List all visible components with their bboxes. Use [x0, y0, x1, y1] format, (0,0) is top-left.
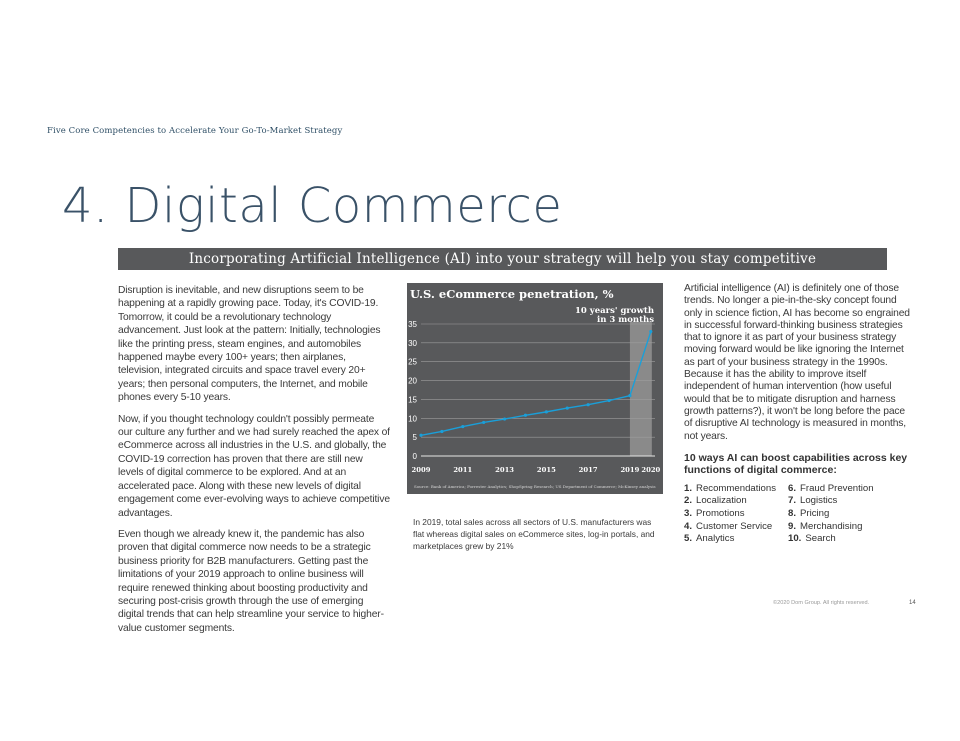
highlight-band — [629, 322, 652, 456]
item-number: 7. — [788, 495, 797, 507]
data-point — [649, 329, 653, 334]
item-label: Promotions — [696, 508, 745, 520]
item-label: Logistics — [800, 495, 838, 507]
copyright: ©2020 Dom Group. All rights reserved. — [773, 600, 870, 606]
list-item: 7. Logistics — [788, 495, 903, 508]
chart-annotation: 10 years' growth — [575, 306, 654, 316]
right-column: Artificial intelligence (AI) is definite… — [684, 283, 914, 546]
item-number: 6. — [788, 482, 797, 494]
chart-source: Source: Bank of America; Forrester Analy… — [414, 484, 656, 489]
x-tick-label: 2017 — [579, 466, 598, 474]
list-item: 2. Localization — [684, 495, 788, 508]
item-label: Customer Service — [696, 520, 773, 532]
y-tick-label: 20 — [408, 377, 417, 386]
data-point — [565, 406, 569, 410]
data-point — [544, 410, 548, 414]
x-tick-label: 2011 — [453, 466, 472, 474]
data-point — [440, 429, 444, 434]
y-tick-label: 0 — [413, 452, 418, 461]
data-point — [628, 394, 632, 398]
item-label: Analytics — [696, 533, 735, 545]
list-item: 5. Analytics — [684, 533, 788, 546]
item-number: 8. — [788, 508, 797, 520]
page-number: 14 — [909, 600, 916, 606]
y-tick-label: 35 — [408, 320, 417, 329]
item-number: 10. — [788, 533, 802, 545]
list-item: 1. Recommendations — [684, 483, 788, 496]
data-point — [461, 424, 465, 429]
paragraph: Artificial intelligence (AI) is definite… — [684, 283, 910, 442]
item-label: Localization — [696, 495, 747, 507]
data-point — [502, 417, 507, 421]
list-item: 8. Pricing — [788, 508, 903, 521]
y-tick-label: 15 — [408, 395, 417, 404]
item-number: 3. — [684, 508, 693, 520]
paragraph: Even though we already knew it, the pand… — [118, 528, 384, 634]
y-tick-label: 30 — [408, 339, 417, 348]
x-tick-label: 2019 — [620, 466, 639, 474]
data-point — [419, 433, 423, 437]
ecommerce-chart: 0 5 10 15 20 25 30 35 2009 2011 2013 2015 2017 2019 2… — [407, 283, 663, 494]
list-item: 3. Promotions — [684, 508, 788, 521]
item-number: 4. — [684, 520, 693, 532]
item-label: Fraud Prevention — [800, 482, 874, 494]
list-item: 6. Fraud Prevention — [788, 483, 903, 496]
chart-plot: 0 5 10 15 20 25 30 35 2009 2011 2013 2015 2017 2019 2… — [408, 306, 660, 474]
y-tick-label: 10 — [408, 414, 417, 423]
item-number: 9. — [788, 520, 797, 532]
list-item: 10. Search — [788, 533, 903, 546]
item-label: Recommendations — [696, 482, 777, 494]
section-banner: Incorporating Artificial Intelligence (A… — [118, 248, 887, 270]
x-tick-label: 2009 — [412, 466, 431, 474]
y-tick-label: 5 — [413, 433, 418, 442]
item-number: 2. — [684, 495, 693, 507]
item-label: Merchandising — [800, 520, 863, 532]
data-point — [586, 403, 590, 407]
list-item: 9. Merchandising — [788, 521, 903, 534]
ways-heading: 10 ways AI can boost capabilities across… — [684, 451, 908, 477]
chart-caption: In 2019, total sales across all sectors … — [413, 517, 655, 551]
left-column: Disruption is inevitable, and new disrup… — [118, 284, 390, 643]
x-tick-label: 2020 — [641, 466, 660, 474]
data-point — [523, 413, 528, 417]
list-item: 4. Customer Service — [684, 521, 788, 534]
data-point — [482, 420, 486, 425]
x-tick-label: 2013 — [495, 466, 514, 474]
chart-annotation: in 3 months — [597, 315, 654, 325]
data-point — [607, 398, 611, 403]
paragraph: Now, if you thought technology couldn't … — [118, 413, 390, 519]
item-number: 5. — [684, 533, 693, 545]
page-title: 4. Digital Commerce — [62, 178, 563, 234]
y-tick-label: 25 — [408, 358, 417, 367]
chart-title: U.S. eCommerce penetration, % — [410, 287, 614, 301]
item-label: Pricing — [800, 508, 830, 520]
item-number: 1. — [684, 482, 693, 494]
running-head: Five Core Competencies to Accelerate You… — [47, 126, 343, 136]
paragraph: Disruption is inevitable, and new disrup… — [118, 285, 381, 404]
series-line — [420, 331, 652, 436]
item-label: Search — [805, 533, 836, 545]
x-tick-label: 2015 — [537, 466, 556, 474]
ways-list: 1. Recommendations 6. Fraud Prevention 2. L… — [684, 483, 914, 546]
